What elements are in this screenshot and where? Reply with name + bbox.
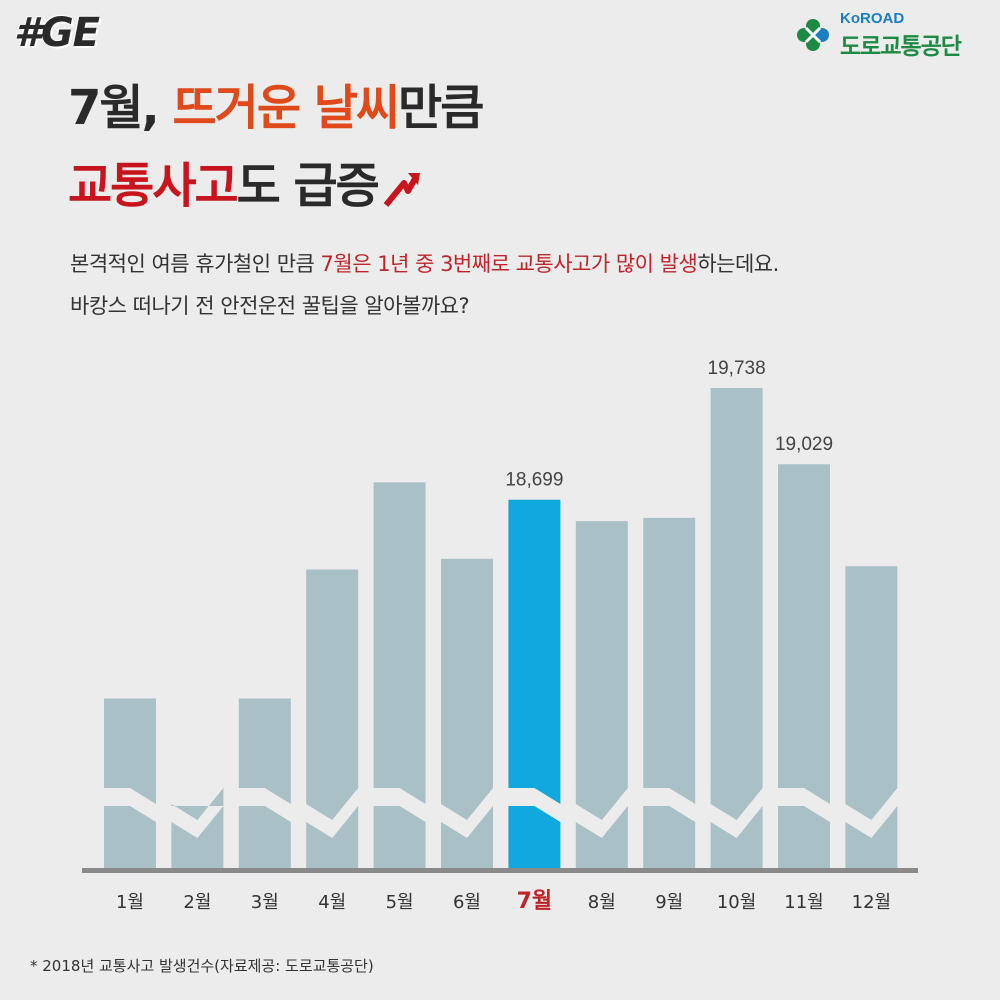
monthly-accident-chart: 1월 2월 3월 4월 5월 6월 18,699 7월 8월 9월 19,738 10월 19,029 1… xyxy=(82,358,918,914)
title-hot-weather: 뜨거운 날씨 xyxy=(172,80,401,136)
description-line-1: 본격적인 여름 휴가철인 만큼 7월은 1년 중 3번째로 교통사고가 많이 발… xyxy=(70,248,779,278)
category-label-4: 4월 xyxy=(318,892,346,913)
bar-lower-8 xyxy=(575,806,628,868)
description-intro: 본격적인 여름 휴가철인 만큼 xyxy=(70,252,321,276)
hashtag: #GE xyxy=(14,10,100,56)
category-label-10: 10월 xyxy=(717,892,756,913)
bar-upper-10 xyxy=(710,388,763,820)
title-month: 7월, xyxy=(68,80,173,136)
bar-lower-1 xyxy=(104,806,156,868)
bar-upper-8 xyxy=(575,521,628,820)
title-line-1: 7월, 뜨거운 날씨만큼 xyxy=(68,84,484,132)
logo-korean: 도로교통공단 xyxy=(840,34,962,60)
category-label-8: 8월 xyxy=(588,892,616,913)
bar-lower-7 xyxy=(508,806,561,868)
bar-upper-9 xyxy=(643,517,696,804)
bar-upper-6 xyxy=(441,558,493,820)
category-label-7: 7월 xyxy=(517,889,553,914)
bar-lower-11 xyxy=(778,806,830,868)
description-end: 하는데요. xyxy=(697,252,779,276)
bar-lower-5 xyxy=(373,806,426,868)
category-label-2: 2월 xyxy=(183,892,211,913)
koroad-clover-icon xyxy=(797,19,829,51)
category-label-5: 5월 xyxy=(386,892,414,913)
chart-baseline xyxy=(82,868,918,873)
bar-upper-12 xyxy=(845,566,898,820)
bar-upper-1 xyxy=(104,698,156,804)
logo-english: KoROAD xyxy=(840,10,905,27)
category-label-6: 6월 xyxy=(453,892,481,913)
bar-lower-2 xyxy=(171,806,224,868)
bar-upper-3 xyxy=(238,698,291,804)
data-label-10: 19,738 xyxy=(708,358,766,379)
bar-lower-3 xyxy=(238,806,291,868)
rising-arrow-icon xyxy=(383,173,420,207)
category-label-12: 12월 xyxy=(852,892,891,913)
data-label-11: 19,029 xyxy=(775,434,833,455)
category-label-11: 11월 xyxy=(784,892,823,913)
footnote: * 2018년 교통사고 발생건수(자료제공: 도로교통공단) xyxy=(30,957,374,975)
bar-lower-9 xyxy=(643,806,696,868)
bar-upper-4 xyxy=(306,569,359,820)
data-label-7: 18,699 xyxy=(505,470,563,491)
category-label-9: 9월 xyxy=(655,892,683,913)
bar-upper-7 xyxy=(508,499,561,804)
bar-upper-5 xyxy=(373,482,426,804)
koroad-logo: KoROAD 도로교통공단 xyxy=(796,8,986,60)
bar-lower-4 xyxy=(306,806,359,868)
bar-lower-12 xyxy=(845,806,898,868)
title-line-2: 교통사고도 급증 xyxy=(68,162,422,210)
title-as-much: 만큼 xyxy=(398,80,484,136)
title-accidents: 교통사고 xyxy=(68,158,239,214)
category-label-1: 1월 xyxy=(116,892,144,913)
category-label-3: 3월 xyxy=(251,892,279,913)
bar-lower-10 xyxy=(710,806,763,868)
title-surge: 도 급증 xyxy=(236,158,380,214)
bar-upper-2 xyxy=(171,788,224,820)
bar-lower-6 xyxy=(441,806,493,868)
bar-upper-11 xyxy=(778,464,830,804)
description-highlight: 7월은 1년 중 3번째로 교통사고가 많이 발생 xyxy=(320,252,698,276)
description-line-2: 바캉스 떠나기 전 안전운전 꿀팁을 알아볼까요? xyxy=(70,294,470,318)
